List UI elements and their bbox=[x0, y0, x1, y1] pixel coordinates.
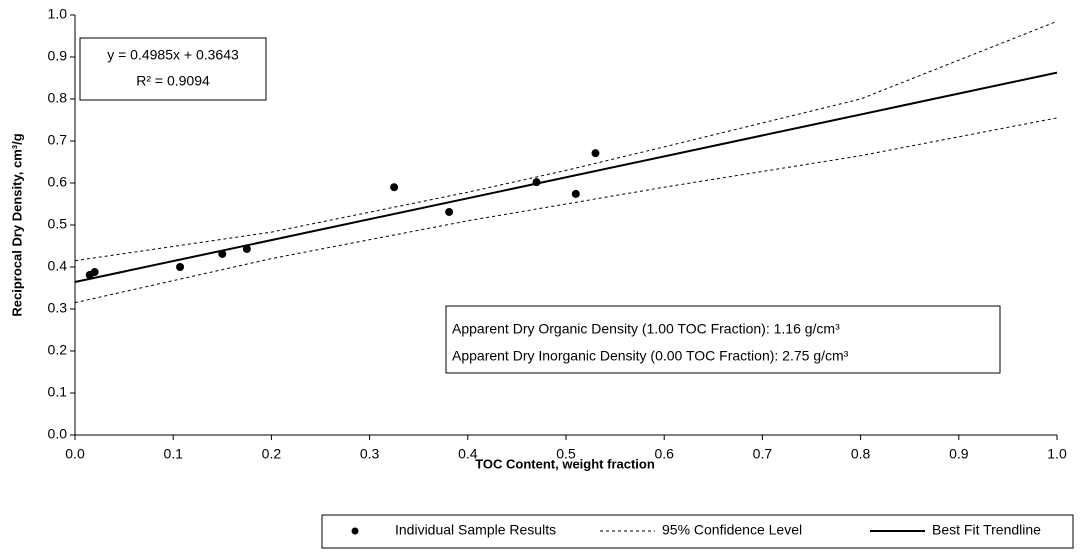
y-tick-label: 0.0 bbox=[48, 426, 68, 442]
y-tick-label: 0.1 bbox=[48, 384, 68, 400]
x-tick-label: 1.0 bbox=[1047, 446, 1067, 462]
x-tick-label: 0.9 bbox=[949, 446, 969, 462]
r-squared: R² = 0.9094 bbox=[136, 73, 210, 89]
legend-label: Individual Sample Results bbox=[395, 522, 556, 538]
data-point bbox=[591, 149, 600, 158]
y-tick-label: 0.3 bbox=[48, 300, 68, 316]
data-point bbox=[90, 268, 99, 277]
data-point bbox=[242, 244, 251, 253]
legend-label: Best Fit Trendline bbox=[932, 522, 1041, 538]
y-axis-title: Reciprocal Dry Density, cm³/g bbox=[9, 133, 24, 316]
data-point bbox=[445, 207, 454, 216]
y-tick-label: 0.5 bbox=[48, 216, 68, 232]
y-tick-label: 0.2 bbox=[48, 342, 68, 358]
confidence-line bbox=[74, 117, 1058, 304]
x-tick-label: 0.4 bbox=[458, 446, 478, 462]
legend-label: 95% Confidence Level bbox=[662, 522, 802, 538]
trendline bbox=[74, 71, 1058, 283]
x-tick-label: 0.5 bbox=[556, 446, 576, 462]
inorganic-density: Apparent Dry Inorganic Density (0.00 TOC… bbox=[452, 348, 849, 364]
legend-marker bbox=[351, 527, 359, 535]
x-tick-label: 0.7 bbox=[753, 446, 773, 462]
y-tick-label: 0.6 bbox=[48, 174, 68, 190]
x-tick-label: 0.3 bbox=[360, 446, 380, 462]
organic-density: Apparent Dry Organic Density (1.00 TOC F… bbox=[452, 321, 840, 337]
x-tick-label: 0.8 bbox=[851, 446, 871, 462]
x-axis-title: TOC Content, weight fraction bbox=[475, 456, 655, 471]
y-tick-label: 0.9 bbox=[48, 48, 68, 64]
y-tick-label: 1.0 bbox=[48, 6, 68, 22]
confidence-line bbox=[74, 20, 1058, 262]
data-point bbox=[571, 189, 580, 198]
y-tick-label: 0.8 bbox=[48, 90, 68, 106]
x-tick-label: 0.0 bbox=[65, 446, 85, 462]
data-point bbox=[176, 263, 185, 271]
y-tick-label: 0.7 bbox=[48, 132, 68, 148]
legend bbox=[321, 514, 1074, 549]
density-box bbox=[445, 305, 1001, 374]
x-tick-label: 0.2 bbox=[262, 446, 282, 462]
y-tick-label: 0.4 bbox=[48, 258, 68, 274]
equation-box bbox=[79, 37, 267, 101]
equation: y = 0.4985x + 0.3643 bbox=[107, 47, 239, 63]
data-point bbox=[390, 183, 399, 192]
x-tick-label: 0.1 bbox=[163, 446, 183, 462]
x-tick-label: 0.6 bbox=[654, 446, 674, 462]
